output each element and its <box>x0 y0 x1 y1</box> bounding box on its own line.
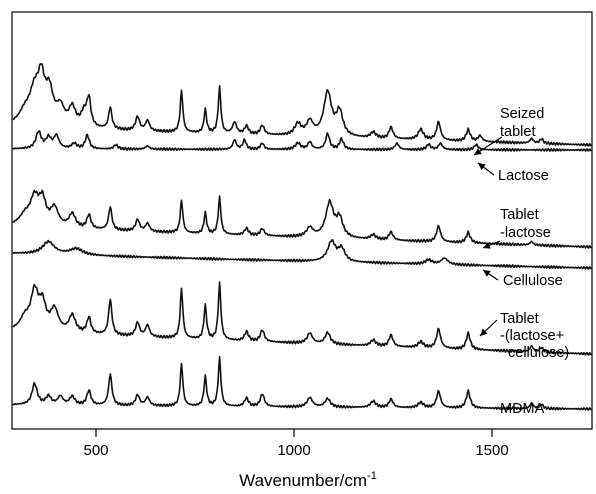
series-label-5: MDMA <box>500 401 545 417</box>
series-label-line: -lactose <box>500 225 551 241</box>
series-label-0: Seized tablet <box>473 106 544 156</box>
spectrum-mdma <box>12 355 592 411</box>
pointer-arrow-head <box>480 328 488 336</box>
pointer-arrow-head <box>483 242 491 249</box>
pointer-arrow-head <box>474 148 482 155</box>
plot-frame <box>11 11 593 430</box>
pointer-arrow-head <box>478 163 486 170</box>
spectrum-tablet-lactose-cellulose <box>12 281 592 356</box>
spectrum-lactose <box>12 130 592 152</box>
x-tick-label-1000: 1000 <box>277 442 310 459</box>
series-label-line: Cellulose <box>503 273 563 289</box>
series-label-line: MDMA <box>500 401 545 417</box>
series-label-line: Tablet <box>500 311 539 327</box>
series-label-3: Cellulose <box>482 269 563 289</box>
pointer-arrow-head <box>483 270 491 277</box>
series-label-line: Tablet <box>500 207 539 223</box>
x-tick-label-500: 500 <box>83 442 108 459</box>
series-label-1: Lactose <box>477 162 549 184</box>
spectrum-cellulose <box>12 239 592 270</box>
x-axis-label: Wavenumber/cm-1 <box>239 470 377 490</box>
spectrum-tablet-lactose <box>12 189 592 249</box>
series-label-line: -(lactose+ <box>500 328 564 344</box>
x-axis-ticks: 500 1000 1500 <box>83 429 509 459</box>
series-label-line: Seized <box>500 106 544 122</box>
series-label-line: cellulose) <box>508 345 569 361</box>
series-label-line: Lactose <box>498 168 549 184</box>
series-label-2: Tablet -lactose <box>482 207 551 249</box>
series-label-line: tablet <box>500 124 535 140</box>
series-label-layer: Seized tablet Lactose Tablet -lactose Cellulo… <box>473 106 569 417</box>
series-label-4: Tablet-(lactose+cellulose) <box>479 311 569 361</box>
x-tick-label-1500: 1500 <box>475 442 508 459</box>
